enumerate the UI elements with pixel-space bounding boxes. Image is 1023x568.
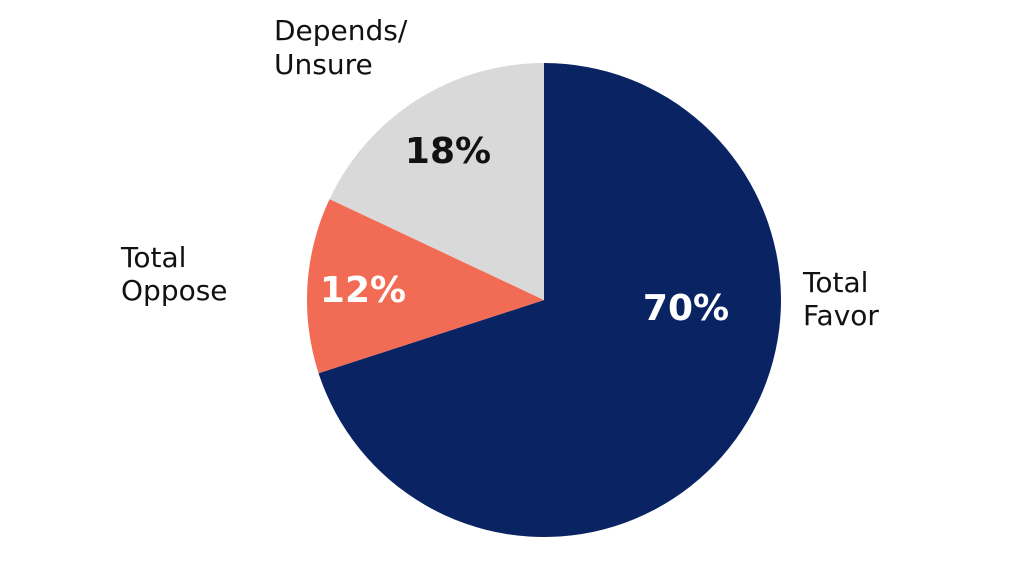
category-label-favor-line2: Favor [803, 299, 879, 332]
pie-slice-depends [329, 62, 544, 301]
slice-value-favor: 70% [643, 288, 729, 329]
slice-value-depends: 18% [405, 131, 491, 172]
pie-slice-favor [318, 63, 781, 537]
category-label-depends-line2: Unsure [274, 48, 373, 81]
pie-slice-oppose [307, 199, 544, 374]
category-label-oppose-line2: Oppose [121, 274, 228, 307]
category-label-oppose-line1: Total [120, 241, 186, 274]
slice-value-oppose: 12% [320, 270, 406, 311]
category-label-favor-line1: Total [802, 266, 868, 299]
category-label-depends-line1: Depends/ [274, 14, 408, 47]
